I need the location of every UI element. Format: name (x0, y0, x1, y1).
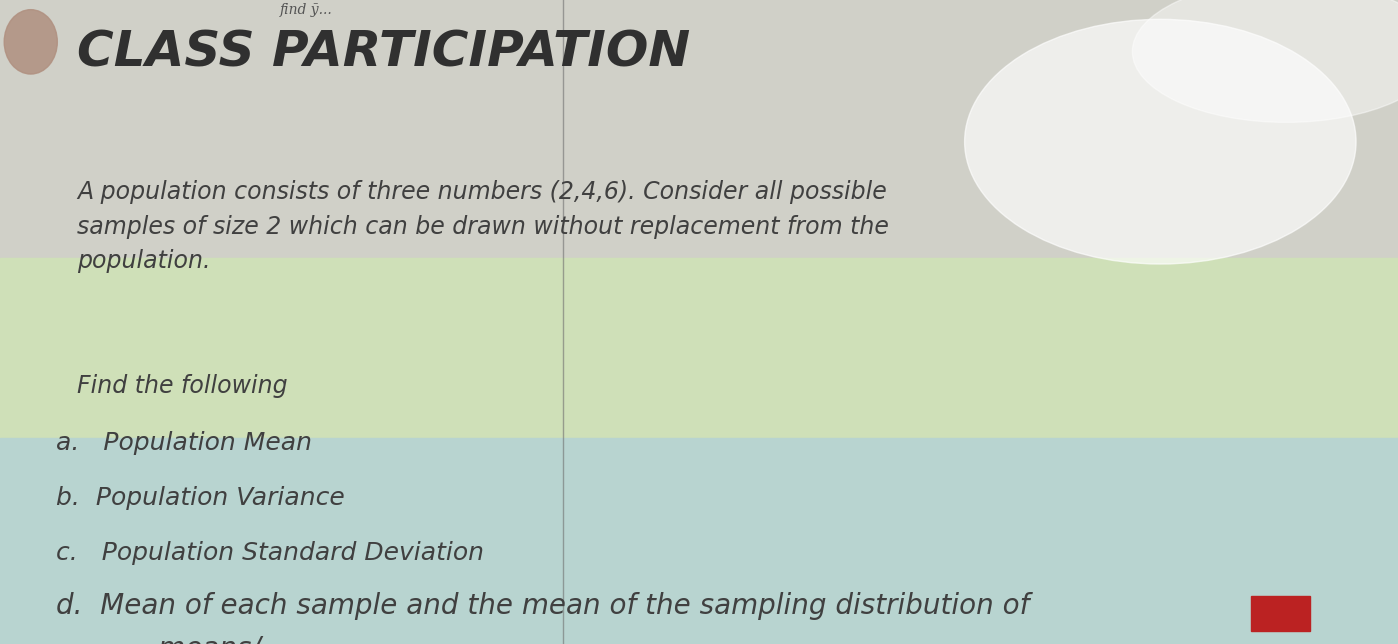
Text: b.  Population Variance: b. Population Variance (56, 486, 345, 510)
Bar (0, 438, 1398, 644)
Text: A population consists of three numbers (2,4,6). Consider all possible
samples of: A population consists of three numbers (… (77, 180, 889, 273)
Text: CLASS PARTICIPATION: CLASS PARTICIPATION (77, 29, 691, 77)
Text: d.  Mean of each sample and the mean of the sampling distribution of: d. Mean of each sample and the mean of t… (56, 592, 1029, 620)
Bar (0, 258, 1398, 438)
Ellipse shape (4, 10, 57, 74)
Ellipse shape (1132, 0, 1398, 122)
Ellipse shape (965, 19, 1356, 264)
Text: Find the following: Find the following (77, 374, 288, 397)
Text: find ȳ...: find ȳ... (280, 3, 333, 17)
Text: a.   Population Mean: a. Population Mean (56, 431, 312, 455)
Text: means/: means/ (105, 634, 260, 644)
Bar (0, 0, 1398, 258)
Text: c.   Population Standard Deviation: c. Population Standard Deviation (56, 541, 484, 565)
Bar (1251, 596, 1310, 631)
